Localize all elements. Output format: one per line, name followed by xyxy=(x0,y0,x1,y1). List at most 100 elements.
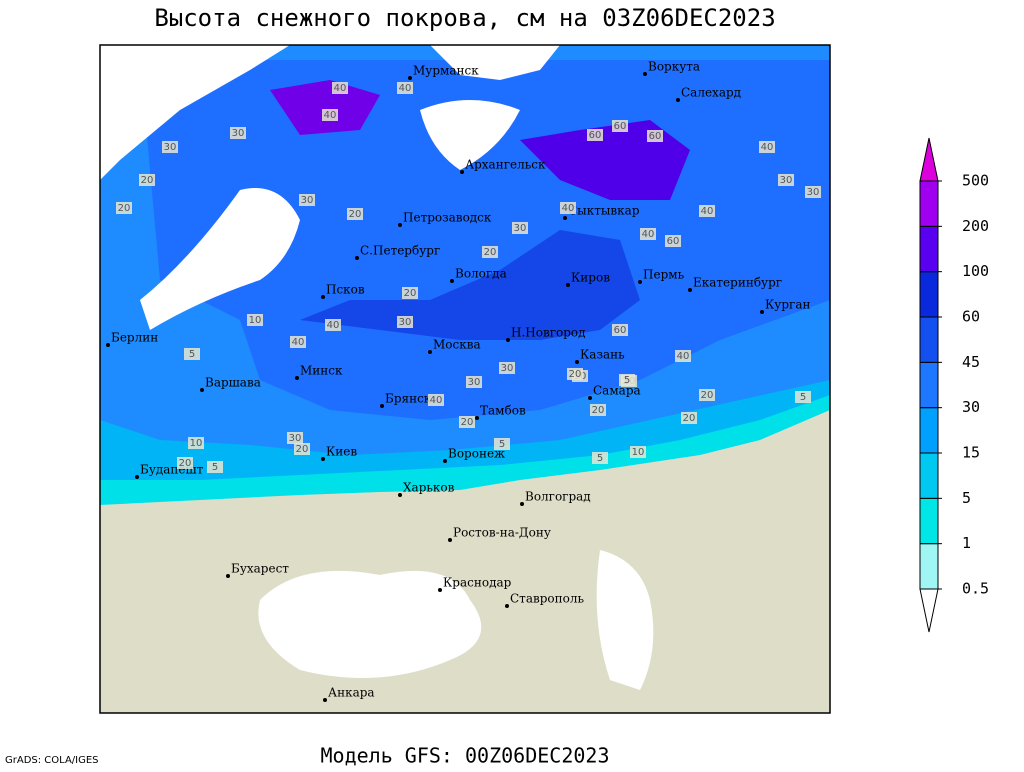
city-marker xyxy=(438,588,442,592)
colorbar-label: 500 xyxy=(962,172,989,190)
caspian-sea xyxy=(596,550,654,690)
contour-label-box xyxy=(587,129,603,141)
colorbar-swatch xyxy=(919,225,939,273)
contour-label: 40 xyxy=(324,110,337,121)
contour-label: 30 xyxy=(468,377,481,388)
city-marker xyxy=(428,350,432,354)
snow-zone-45 xyxy=(300,230,640,340)
contour-label-box xyxy=(699,389,715,401)
contour-label-box xyxy=(139,174,155,186)
contour-label: 40 xyxy=(701,206,714,217)
city-marker xyxy=(588,396,592,400)
city-label: Салехард xyxy=(681,86,741,100)
city-marker xyxy=(566,283,570,287)
city-marker xyxy=(295,376,299,380)
contour-label-box xyxy=(795,391,811,403)
white-sea xyxy=(420,100,520,170)
contour-label: 30 xyxy=(501,363,514,374)
colorbar-label: 200 xyxy=(962,217,989,235)
city-marker xyxy=(450,279,454,283)
snow-zone-100b xyxy=(270,80,380,135)
contour-label: 10 xyxy=(632,447,645,458)
city-marker xyxy=(676,98,680,102)
city-marker xyxy=(563,216,567,220)
contour-label-box xyxy=(567,368,583,380)
title: Высота снежного покрова, см на 03Z06DEC2… xyxy=(154,4,775,32)
map xyxy=(99,44,831,714)
contour-label-box xyxy=(681,412,697,424)
contour-label: 30 xyxy=(514,223,527,234)
contour-label-box xyxy=(347,208,363,220)
contour-label-box xyxy=(494,438,510,450)
city-marker xyxy=(135,475,139,479)
contour-label-box xyxy=(805,186,821,198)
contour-label: 20 xyxy=(592,405,605,416)
city-label: Ставрополь xyxy=(510,592,584,606)
contour-label: 20 xyxy=(484,247,497,258)
colorbar-label: 0.5 xyxy=(962,580,989,598)
city-label: Петрозаводск xyxy=(403,211,492,225)
city-label: Псков xyxy=(326,283,365,297)
contour-label-box xyxy=(482,246,498,258)
contour-label: 40 xyxy=(399,83,412,94)
contour-label: 60 xyxy=(614,121,627,132)
contour-label-box xyxy=(184,348,200,360)
black-sea xyxy=(258,570,482,678)
contour-label: 10 xyxy=(249,315,262,326)
city-label: Киров xyxy=(571,271,610,285)
city-label: Казань xyxy=(580,348,625,362)
contour-label: 40 xyxy=(562,203,575,214)
colorbar-swatch xyxy=(919,361,939,409)
city-marker xyxy=(408,76,412,80)
city-marker xyxy=(460,170,464,174)
contour-label: 30 xyxy=(807,187,820,198)
city-marker xyxy=(448,538,452,542)
credit: GrADS: COLA/IGES xyxy=(5,755,99,766)
colorbar-swatch xyxy=(919,407,939,454)
contour-label: 40 xyxy=(334,83,347,94)
city-label: Волгоград xyxy=(525,490,591,504)
contour-label: 40 xyxy=(292,337,305,348)
arctic-ocean-west xyxy=(100,45,290,180)
city-label: Краснодар xyxy=(443,576,512,590)
city-label: Минск xyxy=(300,364,343,378)
contour-label-box xyxy=(299,194,315,206)
city-label: Анкара xyxy=(328,686,375,700)
city-label: Екатеринбург xyxy=(693,276,782,290)
contour-label-box xyxy=(397,82,413,94)
city-label: Харьков xyxy=(403,481,455,495)
contour-label-box xyxy=(665,235,681,247)
city-marker xyxy=(355,256,359,260)
contour-label-box xyxy=(402,287,418,299)
contour-label: 10 xyxy=(190,438,203,449)
city-label: Москва xyxy=(433,338,481,352)
contour-label: 30 xyxy=(780,175,793,186)
baltic-sea xyxy=(140,188,300,330)
colorbar-label: 5 xyxy=(962,489,971,507)
contour-label-box xyxy=(592,452,608,464)
city-label: Киев xyxy=(326,445,357,459)
colorbar-label: 15 xyxy=(962,444,980,462)
contour-label-box xyxy=(325,319,341,331)
contour-label-box xyxy=(428,394,444,406)
contour-label-box xyxy=(699,205,715,217)
city-label: Архангельск xyxy=(465,158,546,172)
city-marker xyxy=(760,310,764,314)
city-marker xyxy=(506,338,510,342)
contour-label: 20 xyxy=(404,288,417,299)
contour-label: 30 xyxy=(164,142,177,153)
contour-label: 20 xyxy=(118,203,131,214)
colorbar-lower-triangle xyxy=(919,588,939,633)
contour-label: 5 xyxy=(597,453,603,464)
city-label: Брянск xyxy=(385,392,432,406)
city-marker xyxy=(398,493,402,497)
contour-label-box xyxy=(612,324,628,336)
colorbar-label: 1 xyxy=(962,534,971,552)
city-marker xyxy=(688,288,692,292)
contour-label-box xyxy=(177,457,193,469)
contour-label: 60 xyxy=(589,130,602,141)
contour-label-box xyxy=(207,461,223,473)
colorbar-swatch xyxy=(919,316,939,363)
colorbar-label: 45 xyxy=(962,353,980,371)
